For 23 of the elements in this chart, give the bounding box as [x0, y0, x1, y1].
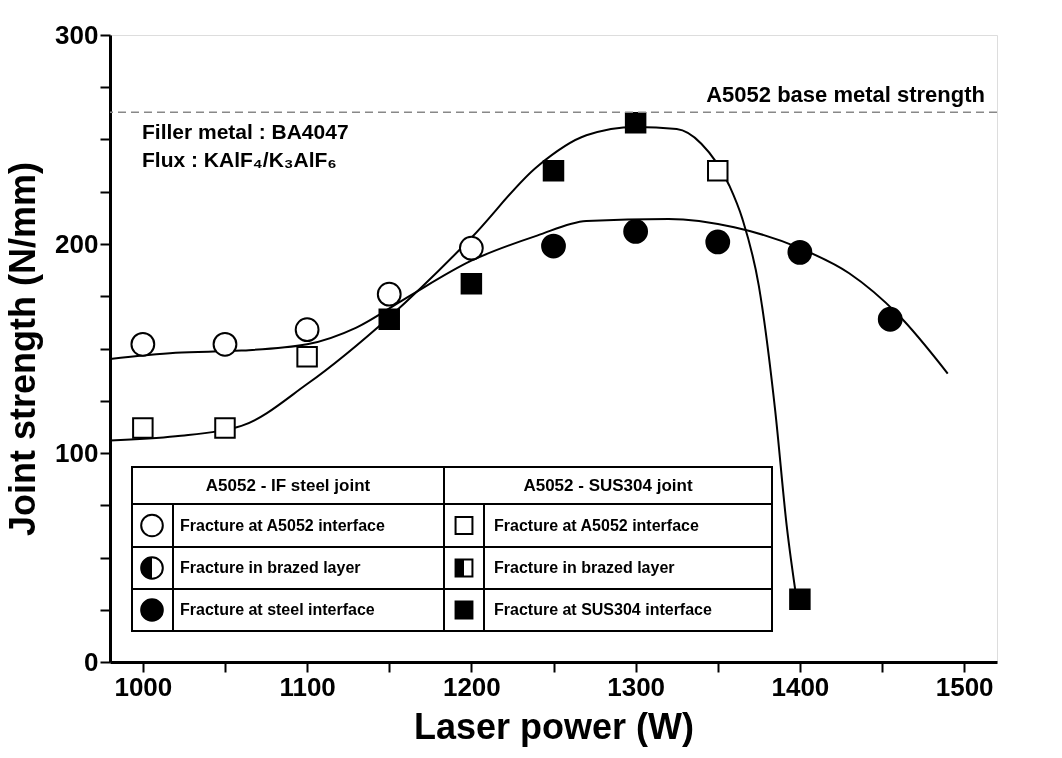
y-axis-title: Joint strength (N/mm): [2, 162, 44, 536]
ref-line-label: A5052 base metal strength: [706, 82, 985, 108]
annotation: Filler metal : BA4047: [142, 120, 349, 143]
legend-label: Fracture in brazed layer: [180, 559, 361, 576]
legend-label: Fracture at SUS304 interface: [494, 601, 712, 618]
text: A5052 - SUS304 joint: [523, 475, 693, 495]
x-tick-label: 1100: [279, 671, 336, 702]
y-tick-label: 300: [55, 19, 99, 50]
annotation: Flux : KAlF₄/K₃AlF₆: [142, 148, 337, 171]
x-tick-label: 1400: [771, 671, 830, 702]
x-tick-label: 1300: [607, 671, 666, 702]
x-tick-label: 1500: [935, 671, 994, 702]
legend-label: Fracture at A5052 interface: [494, 516, 699, 534]
x-tick-label: 1000: [114, 671, 173, 702]
x-axis-title: Laser power (W): [413, 705, 695, 747]
x-tick-label: 1200: [442, 671, 501, 702]
y-tick-label: 100: [55, 437, 99, 468]
legend-label: Fracture in brazed layer: [494, 559, 675, 576]
y-tick-label: 0: [84, 646, 99, 677]
text: A5052 - IF steel joint: [205, 475, 371, 495]
y-tick-label: 200: [55, 228, 99, 259]
legend-label: Fracture at steel interface: [180, 601, 375, 618]
legend-label: Fracture at A5052 interface: [180, 516, 385, 534]
